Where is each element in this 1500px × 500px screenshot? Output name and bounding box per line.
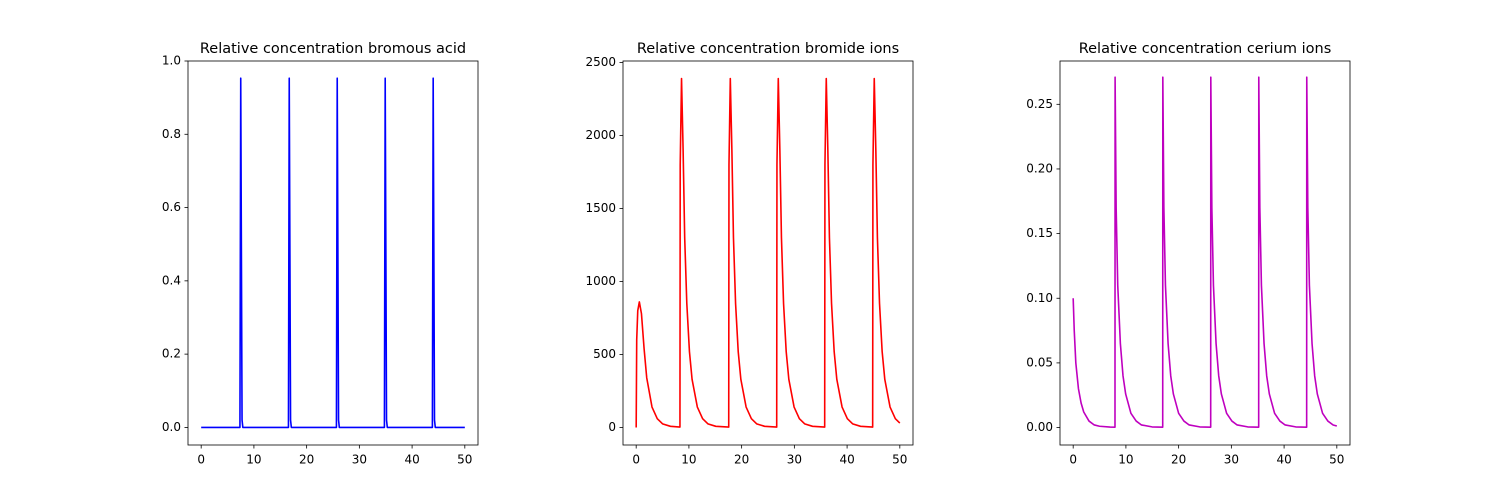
x-tick-label: 0 — [632, 453, 640, 467]
x-tick-label: 30 — [352, 453, 367, 467]
y-tick-label: 0.10 — [1026, 291, 1053, 305]
y-tick-label: 0.15 — [1026, 226, 1053, 240]
y-tick-label: 0.2 — [162, 347, 181, 361]
y-tick-label: 0.05 — [1026, 355, 1053, 369]
y-tick-label: 1.0 — [162, 54, 181, 68]
chart-title: Relative concentration bromide ions — [637, 41, 899, 57]
data-line — [201, 77, 465, 429]
y-tick-label: 1500 — [585, 201, 616, 215]
y-tick-label: 1000 — [585, 274, 616, 288]
data-line — [1072, 76, 1338, 428]
chart-title: Relative concentration bromous acid — [200, 41, 466, 57]
x-tick-label: 20 — [299, 453, 314, 467]
y-tick-label: 0 — [608, 420, 616, 434]
axes-frame — [1059, 60, 1351, 446]
y-tick-label: 0.00 — [1026, 420, 1053, 434]
x-tick-label: 40 — [404, 453, 419, 467]
y-tick-label: 2500 — [585, 55, 616, 69]
x-tick-label: 10 — [681, 453, 696, 467]
y-tick-label: 0.25 — [1026, 97, 1053, 111]
x-tick-label: 0 — [1069, 453, 1077, 467]
y-tick-label: 2000 — [585, 128, 616, 142]
y-tick-label: 0.20 — [1026, 161, 1053, 175]
y-tick-label: 500 — [593, 347, 616, 361]
x-tick-label: 30 — [787, 453, 802, 467]
chart-title: Relative concentration cerium ions — [1079, 41, 1332, 57]
x-tick-label: 20 — [1171, 453, 1186, 467]
x-tick-label: 20 — [734, 453, 749, 467]
y-tick-label: 0.6 — [162, 200, 181, 214]
x-tick-label: 10 — [1118, 453, 1133, 467]
x-tick-label: 40 — [1276, 453, 1291, 467]
x-tick-label: 30 — [1224, 453, 1239, 467]
x-tick-label: 10 — [246, 453, 261, 467]
data-line — [635, 77, 901, 428]
x-tick-label: 50 — [457, 453, 472, 467]
x-tick-label: 0 — [197, 453, 205, 467]
x-tick-label: 50 — [892, 453, 907, 467]
x-tick-label: 50 — [1329, 453, 1344, 467]
y-tick-label: 0.4 — [162, 273, 181, 287]
axes-frame — [622, 60, 914, 446]
axes-frame — [187, 60, 479, 446]
y-tick-label: 0.8 — [162, 127, 181, 141]
y-tick-label: 0.0 — [162, 420, 181, 434]
x-tick-label: 40 — [839, 453, 854, 467]
